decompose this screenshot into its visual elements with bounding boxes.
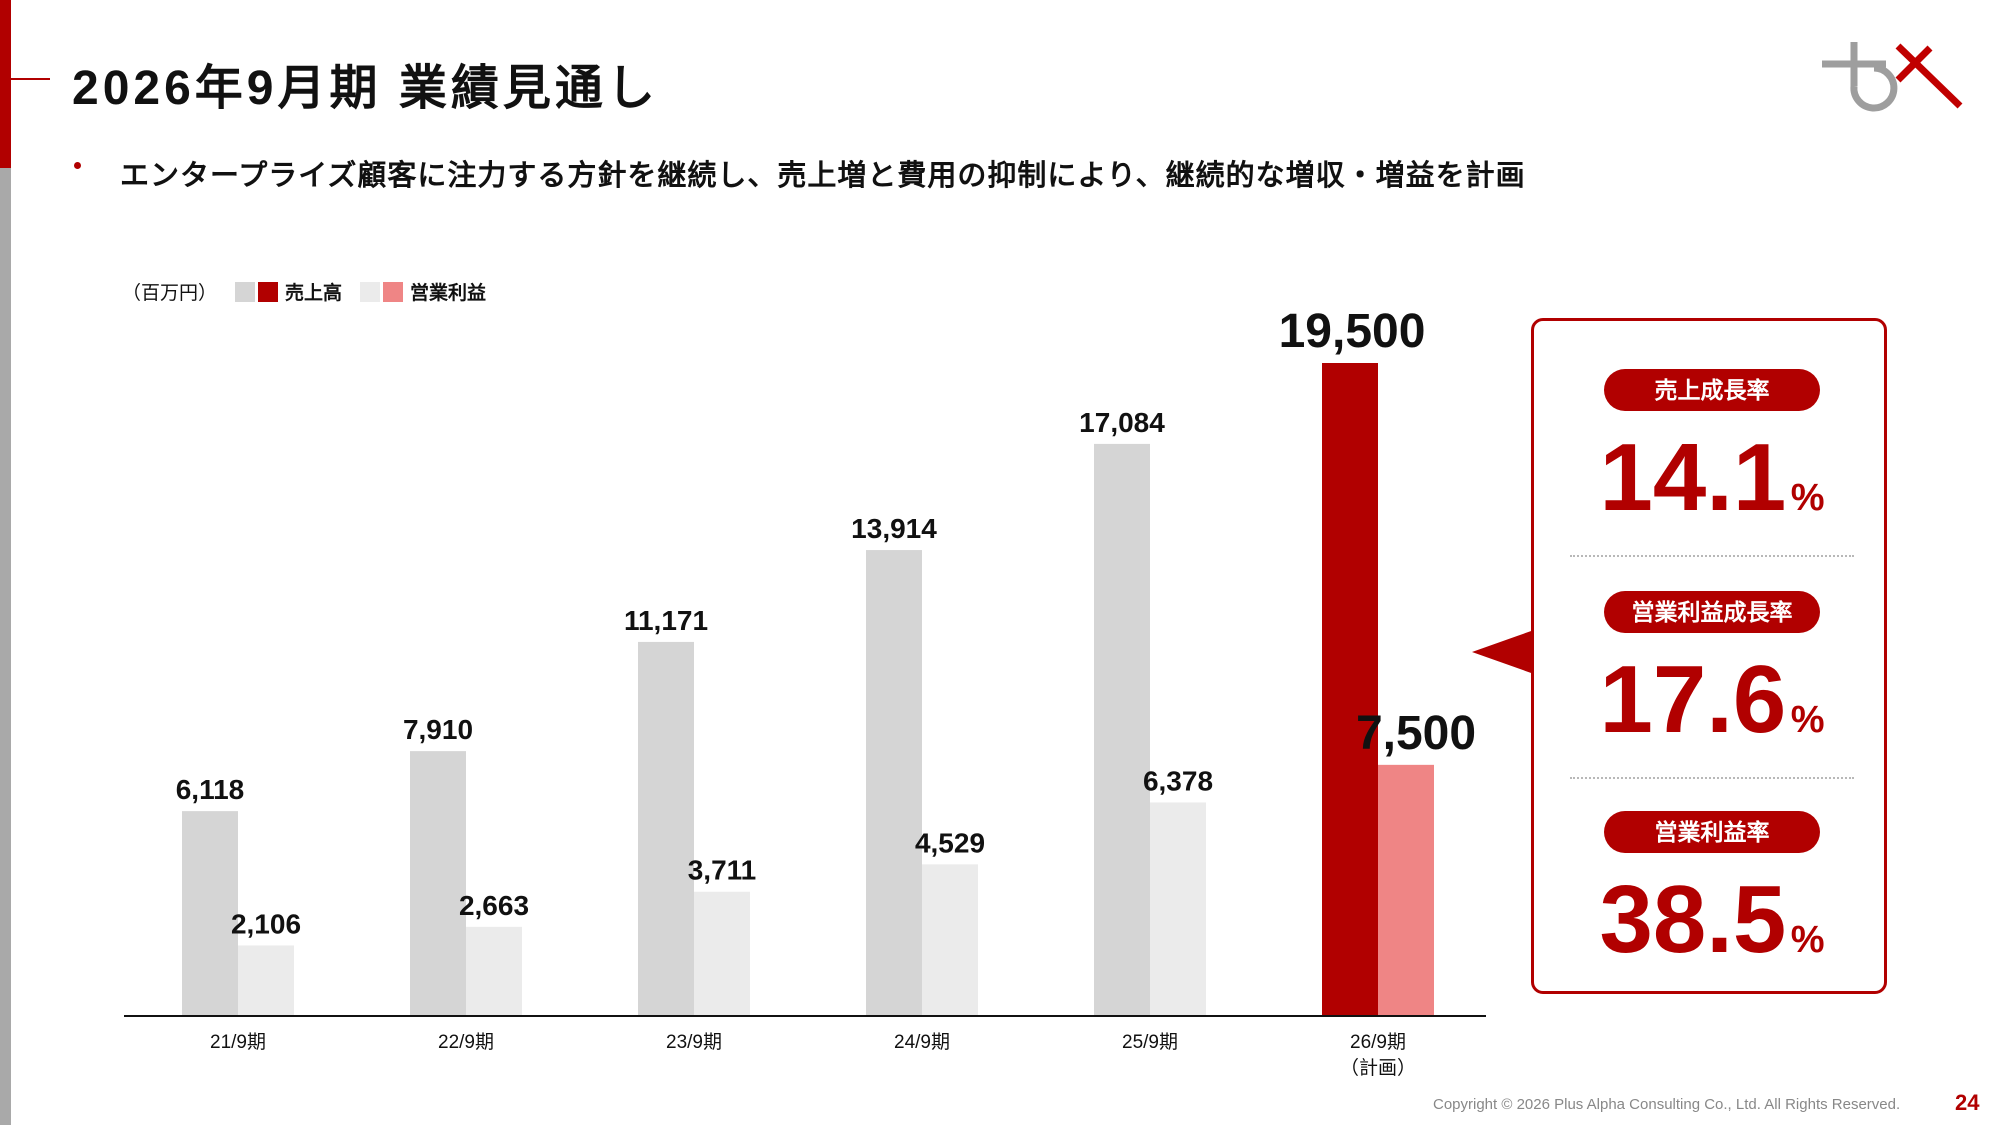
page-title: 2026年9月期 業績見通し xyxy=(72,62,659,115)
legend-swatch-profit-past xyxy=(360,281,381,302)
metric-profit-growth: 17.6 % xyxy=(1534,645,1890,755)
legend-swatch-revenue-past xyxy=(235,281,256,302)
panel-pointer-arrow-icon xyxy=(1472,630,1534,674)
metric-unit-profit-growth: % xyxy=(1790,699,1825,741)
metric-separator xyxy=(1570,777,1854,779)
data-label-revenue: 6,118 xyxy=(176,774,245,805)
growth-metrics-panel: 売上成長率 14.1 % 営業利益成長率 17.6 % 営業利益率 38.5 % xyxy=(1531,318,1887,994)
legend-swatch-profit-plan xyxy=(383,281,404,302)
x-tick-label: 24/9期 xyxy=(894,1031,950,1053)
legend-unit: （百万円） xyxy=(122,283,218,304)
metric-label-profit-growth: 営業利益成長率 xyxy=(1604,591,1820,633)
metric-label-revenue-growth: 売上成長率 xyxy=(1604,369,1820,411)
data-label-revenue: 17,084 xyxy=(1079,407,1165,438)
bar-revenue xyxy=(1322,363,1378,1016)
data-label-revenue: 13,914 xyxy=(851,513,937,544)
bullet-dot xyxy=(74,162,81,169)
summary-bullet-text: エンタープライズ顧客に注力する方針を継続し、売上増と費用の抑制により、継続的な増… xyxy=(120,160,1526,192)
data-label-operating-profit: 4,529 xyxy=(915,827,985,858)
data-label-revenue: 11,171 xyxy=(624,605,708,636)
bar-operating-profit xyxy=(922,864,978,1016)
x-tick-label: 22/9期 xyxy=(438,1031,494,1053)
title-accent-line xyxy=(0,78,50,80)
bar-operating-profit xyxy=(466,926,522,1016)
x-tick-label: 25/9期 xyxy=(1122,1031,1178,1053)
bar-operating-profit xyxy=(1378,764,1434,1016)
x-tick-label: 21/9期 xyxy=(210,1031,266,1053)
copyright-text: Copyright © 2026 Plus Alpha Consulting C… xyxy=(1433,1096,1901,1113)
data-label-operating-profit: 6,378 xyxy=(1143,765,1213,796)
metric-label-operating-margin: 営業利益率 xyxy=(1604,811,1820,853)
x-tick-label: 26/9期 xyxy=(1350,1031,1406,1053)
metric-separator xyxy=(1570,555,1854,557)
bar-revenue xyxy=(182,811,238,1016)
x-tick-note: （計画） xyxy=(1340,1057,1416,1079)
bar-revenue xyxy=(410,751,466,1016)
legend-item-profit: 営業利益 xyxy=(360,278,486,305)
data-label-operating-profit: 2,106 xyxy=(231,908,301,939)
legend-label-profit: 営業利益 xyxy=(410,283,487,304)
side-accent-bar-gray xyxy=(0,168,11,1125)
company-logo-icon xyxy=(1822,42,1963,112)
data-label-revenue: 19,500 xyxy=(1279,305,1426,358)
bar-revenue xyxy=(638,641,694,1016)
bar-operating-profit xyxy=(694,891,750,1016)
data-label-revenue: 7,910 xyxy=(403,714,473,745)
metric-value-profit-growth: 17.6 xyxy=(1599,646,1787,753)
page-number: 24 xyxy=(1955,1090,1980,1115)
data-label-operating-profit: 7,500 xyxy=(1356,707,1476,760)
data-label-operating-profit: 3,711 xyxy=(688,855,757,886)
metric-operating-margin: 38.5 % xyxy=(1534,865,1890,975)
chart-legend: （百万円） 売上高 営業利益 xyxy=(122,278,486,305)
metric-unit-operating-margin: % xyxy=(1790,919,1825,961)
data-label-operating-profit: 2,663 xyxy=(459,890,529,921)
metric-unit-revenue-growth: % xyxy=(1790,477,1825,519)
bar-operating-profit xyxy=(1150,802,1206,1016)
bar-operating-profit xyxy=(238,945,294,1016)
metric-value-operating-margin: 38.5 xyxy=(1599,866,1787,973)
metric-value-revenue-growth: 14.1 xyxy=(1599,424,1787,531)
bar-revenue xyxy=(866,550,922,1016)
x-tick-label: 23/9期 xyxy=(666,1031,722,1053)
legend-item-revenue: 売上高 xyxy=(235,278,342,305)
side-accent-bar-red xyxy=(0,0,11,168)
legend-swatch-revenue-plan xyxy=(258,281,279,302)
metric-revenue-growth: 14.1 % xyxy=(1534,423,1890,533)
legend-label-revenue: 売上高 xyxy=(285,283,343,304)
bar-revenue xyxy=(1094,443,1150,1016)
